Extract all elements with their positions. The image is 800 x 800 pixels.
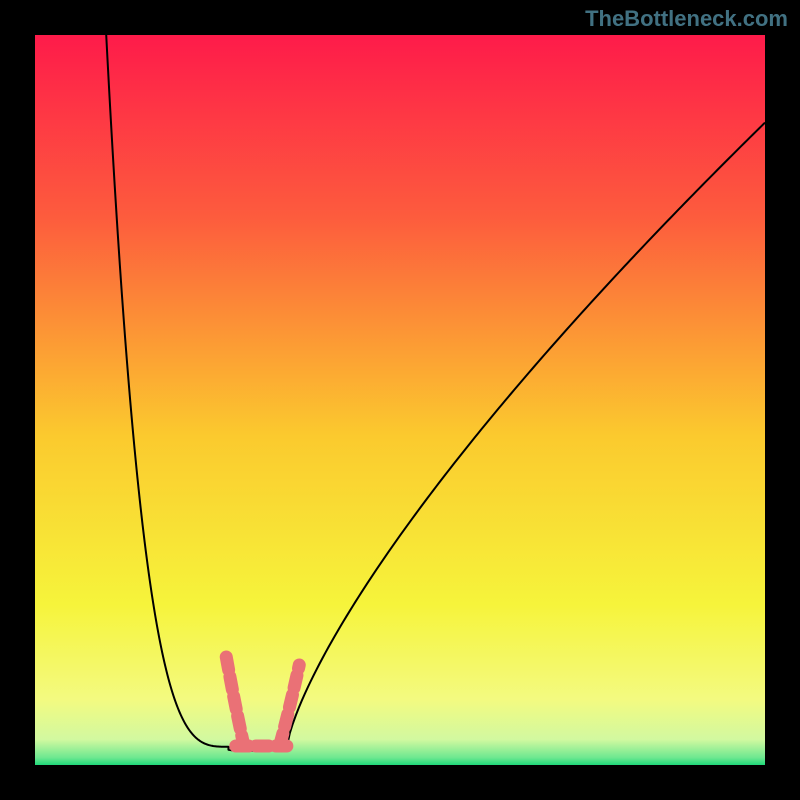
bottleneck-curve bbox=[0, 0, 800, 800]
chart-frame: TheBottleneck.com bbox=[0, 0, 800, 800]
curve-min-marker-0 bbox=[226, 657, 243, 742]
bottleneck-curve-path bbox=[104, 0, 765, 751]
